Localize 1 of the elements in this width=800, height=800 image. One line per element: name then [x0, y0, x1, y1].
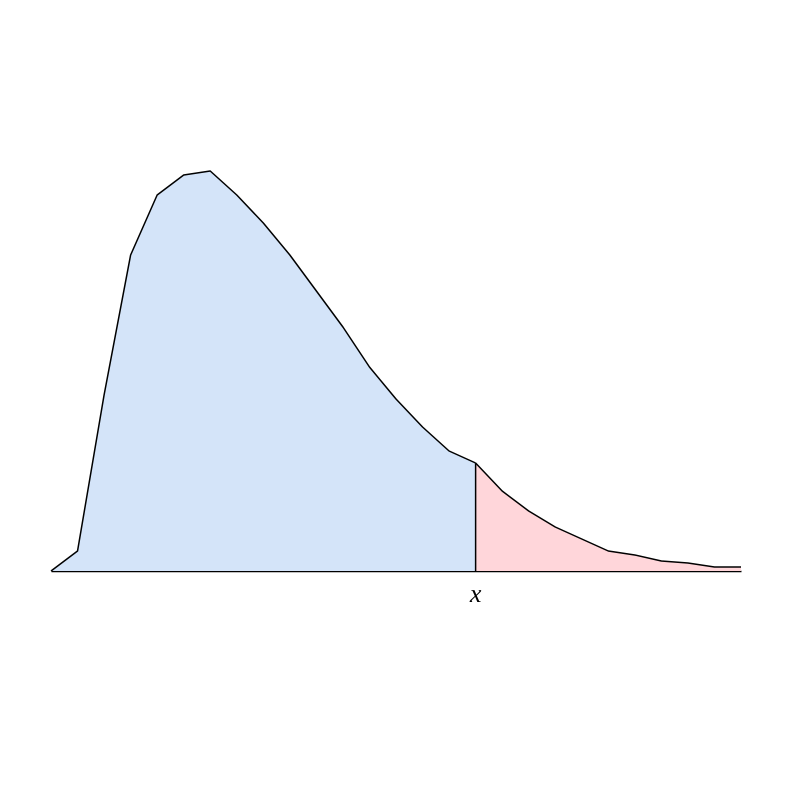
text: x: [468, 579, 482, 608]
